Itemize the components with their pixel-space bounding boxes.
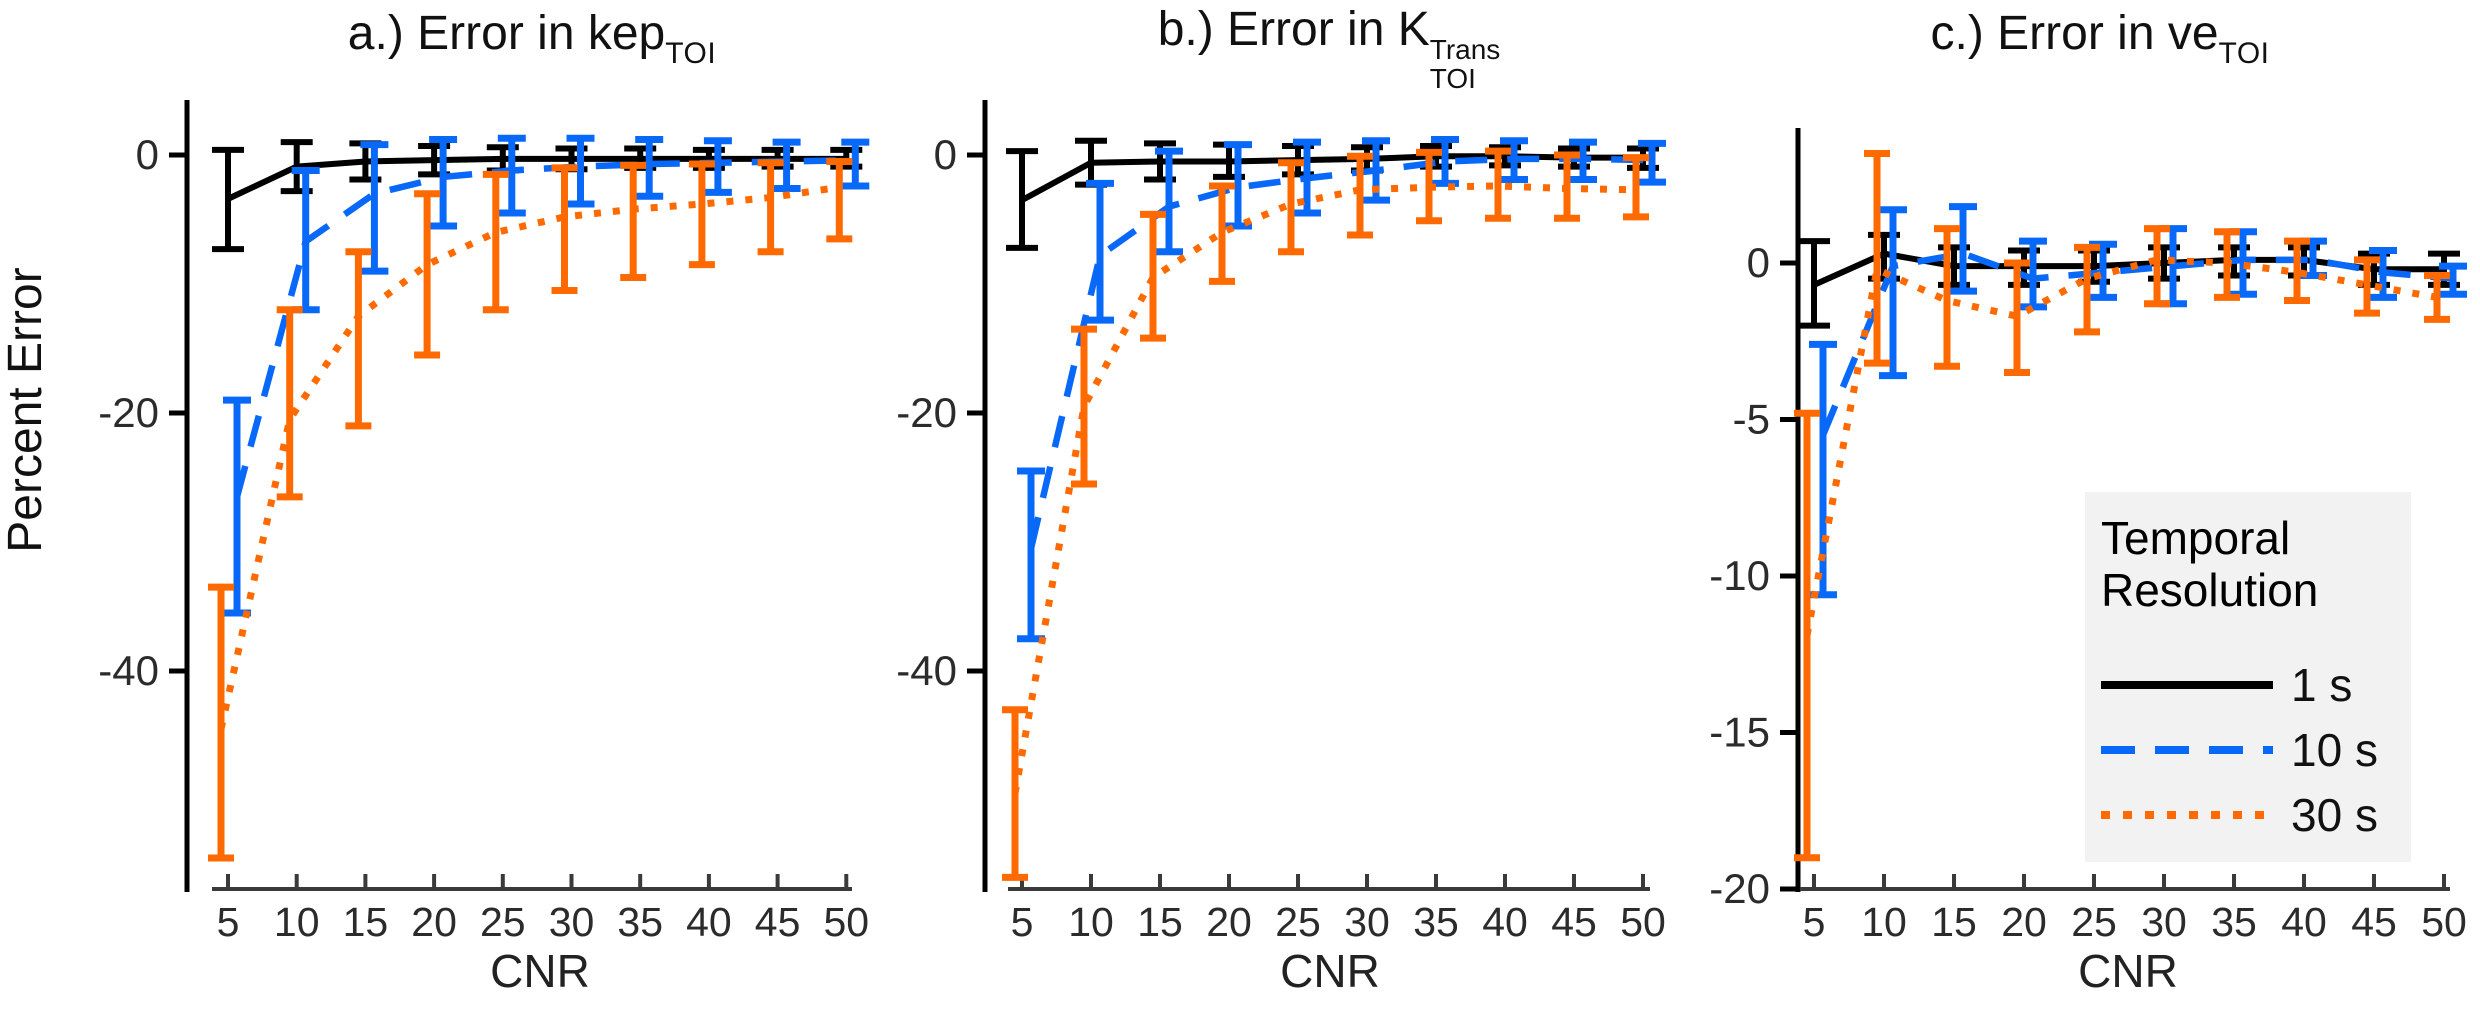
panel-b-title-base: K [1397,3,1430,56]
panel-b-title-prefix: b.) Error in [1157,3,1398,56]
legend-title-line2: Resolution [2101,564,2319,617]
panel-b-x-axis-label: CNR [1280,945,1380,997]
panel-a: 0 -20 -40 5 10 15 20 25 30 35 40 45 50 [98,100,870,945]
y-axis-label: Percent Error [0,267,52,553]
y-tick-label: -40 [98,647,159,694]
x-tick-label: 10 [274,899,320,945]
x-tick-label: 45 [1551,899,1597,945]
legend-box: Temporal Resolution 1 s 10 s 30 s [2085,492,2411,862]
legend-line-sample-dotted [2101,810,2273,819]
panel-a-title-base: kep [587,7,666,60]
series-30s [1002,147,1649,881]
legend-entry-1s: 1 s [2101,652,2401,717]
panel-a-title-subscript: TOI [665,37,717,70]
x-tick-label: 15 [1931,899,1977,945]
panel-c-title-prefix: c.) Error in [1930,7,2168,60]
y-tick-label: 0 [1747,239,1770,286]
series-line-1s [226,155,847,202]
x-tick-label: 30 [549,899,595,945]
x-tick-label: 20 [2001,899,2047,945]
panel-c: 0 -5 -10 -15 -20 5 10 15 20 25 30 35 40 45 50 [1709,128,2467,945]
panel-a-title-prefix: a.) Error in [347,7,588,60]
x-tick-label: 30 [1344,899,1390,945]
series-10s [1017,136,1666,643]
x-tick-label: 40 [1482,899,1528,945]
legend-entry-30s: 30 s [2101,782,2401,847]
panel-c-title-base: ve [2167,7,2219,60]
legend-label-10s: 10 s [2291,723,2378,776]
x-tick-label: 35 [2211,899,2257,945]
panel-c-x-axis-label: CNR [2078,945,2178,997]
y-tick-label: -20 [1709,865,1770,912]
x-tick-label: 40 [2281,899,2327,945]
legend-entry-10s: 10 s [2101,717,2401,782]
x-tick-label: 10 [1861,899,1907,945]
legend-title: Temporal Resolution [2101,512,2318,617]
legend-line-sample-dashed [2101,745,2273,754]
y-tick-label: 0 [934,131,957,178]
y-tick-label: -20 [98,389,159,436]
panel-c-title-subscript: TOI [2218,37,2270,70]
series-30s [1794,149,2450,862]
x-tick-label: 50 [823,899,869,945]
y-tick-label: -5 [1733,396,1770,443]
panel-a-x-axis-label: CNR [490,945,590,997]
panel-a-title: a.) Error in kepTOI [348,6,716,71]
x-tick-label: 35 [617,899,663,945]
y-tick-label: -10 [1709,552,1770,599]
series-line-1s [1020,153,1643,203]
series-10s [223,134,870,617]
y-tick-label: -15 [1709,709,1770,756]
panel-b-title-scripts: Trans TOI [1430,35,1501,94]
x-tick-label: 20 [411,899,457,945]
panel-b-title: b.) Error in K Trans TOI [1158,2,1501,94]
legend-line-sample-solid [2101,680,2273,689]
x-tick-label: 25 [2071,899,2117,945]
panel-c-title: c.) Error in veTOI [1930,6,2269,71]
x-tick-label: 50 [1620,899,1666,945]
x-tick-label: 5 [1011,899,1034,945]
panel-b-title-superscript: Trans [1429,34,1501,65]
x-tick-label: 20 [1206,899,1252,945]
x-tick-label: 15 [343,899,389,945]
x-tick-label: 5 [217,899,240,945]
series-line-10s [1027,155,1653,550]
legend-label-1s: 1 s [2291,658,2353,711]
series-line-30s [1011,182,1637,795]
x-tick-label: 10 [1068,899,1114,945]
series-line-10s [1819,250,2454,437]
panel-b-title-subscript: TOI [1429,63,1476,95]
series-line-30s [217,183,840,730]
x-tick-label: 45 [2351,899,2397,945]
x-tick-label: 15 [1137,899,1183,945]
y-tick-label: 0 [136,131,159,178]
legend-label-30s: 30 s [2291,788,2378,841]
x-tick-label: 30 [2141,899,2187,945]
x-tick-label: 35 [1413,899,1459,945]
x-tick-label: 5 [1803,899,1826,945]
legend-entries: 1 s 10 s 30 s [2101,652,2401,847]
y-tick-label: -20 [896,389,957,436]
x-tick-label: 45 [755,899,801,945]
legend-title-line1: Temporal [2101,512,2291,564]
x-tick-label: 25 [480,899,526,945]
panel-b: 0 -20 -40 5 10 15 20 25 30 35 40 45 50 [896,100,1666,945]
y-tick-label: -40 [896,647,957,694]
series-30s [208,157,853,862]
x-tick-label: 25 [1275,899,1321,945]
x-tick-label: 40 [686,899,732,945]
x-tick-label: 50 [2421,899,2467,945]
series-line-10s [233,156,856,498]
